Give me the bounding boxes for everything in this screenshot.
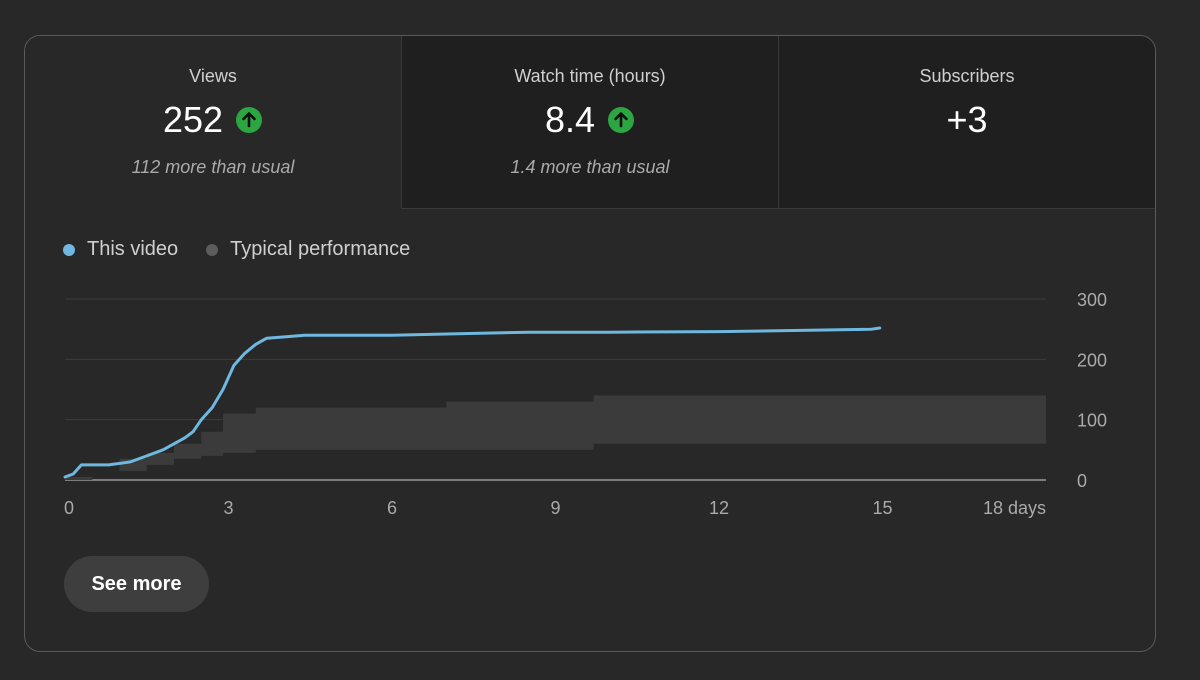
x-tick-label: 12 [709, 498, 729, 518]
see-more-button[interactable]: See more [64, 556, 209, 612]
metric-value: +3 [946, 99, 988, 140]
metric-tab-watch-time[interactable]: Watch time (hours) 8.4 1.4 more than usu… [402, 36, 779, 209]
x-tick-label: 18 days [983, 498, 1046, 518]
metric-value-row: +3 [779, 98, 1155, 142]
views-chart: 300 200 100 0 0 3 6 9 12 15 18 days [63, 290, 1107, 518]
legend-item-this-video: This video [63, 238, 178, 261]
legend-dot-typical [206, 243, 219, 256]
arrow-up-circle-icon [608, 107, 635, 133]
chart-legend: This video Typical performance [63, 238, 410, 261]
typical-performance-band [65, 395, 1046, 480]
x-tick-label: 0 [64, 498, 74, 518]
metric-label: Subscribers [919, 66, 1015, 86]
metric-note: 112 more than usual [131, 157, 295, 177]
metric-value-row: 252 [25, 98, 401, 142]
series-line-this-video [63, 326, 882, 479]
metric-value: 8.4 [544, 99, 596, 140]
legend-label: Typical performance [230, 238, 411, 260]
metric-label: Views [189, 66, 237, 86]
y-tick-label: 0 [1077, 471, 1087, 491]
y-tick-label: 200 [1077, 350, 1107, 370]
x-tick-label: 15 [872, 498, 892, 518]
metric-tab-views[interactable]: Views 252 112 more than usual [25, 36, 402, 209]
metric-value-row: 8.4 [402, 98, 778, 142]
x-tick-label: 3 [223, 498, 233, 518]
analytics-card: Views 252 112 more than usual Watch time… [24, 35, 1156, 652]
legend-label: This video [87, 238, 179, 260]
metric-tab-subscribers[interactable]: Subscribers +3 [779, 36, 1155, 209]
metric-value: 252 [162, 99, 224, 140]
y-tick-label: 100 [1077, 411, 1107, 431]
x-tick-label: 6 [387, 498, 397, 518]
metric-label: Watch time (hours) [514, 66, 666, 86]
y-tick-label: 300 [1077, 290, 1107, 310]
metric-note: 1.4 more than usual [510, 157, 670, 177]
arrow-up-circle-icon [236, 107, 263, 133]
metric-tabs: Views 252 112 more than usual Watch time… [25, 36, 1155, 209]
x-tick-label: 9 [550, 498, 560, 518]
legend-item-typical: Typical performance [206, 238, 410, 261]
legend-dot-this-video [63, 243, 75, 256]
